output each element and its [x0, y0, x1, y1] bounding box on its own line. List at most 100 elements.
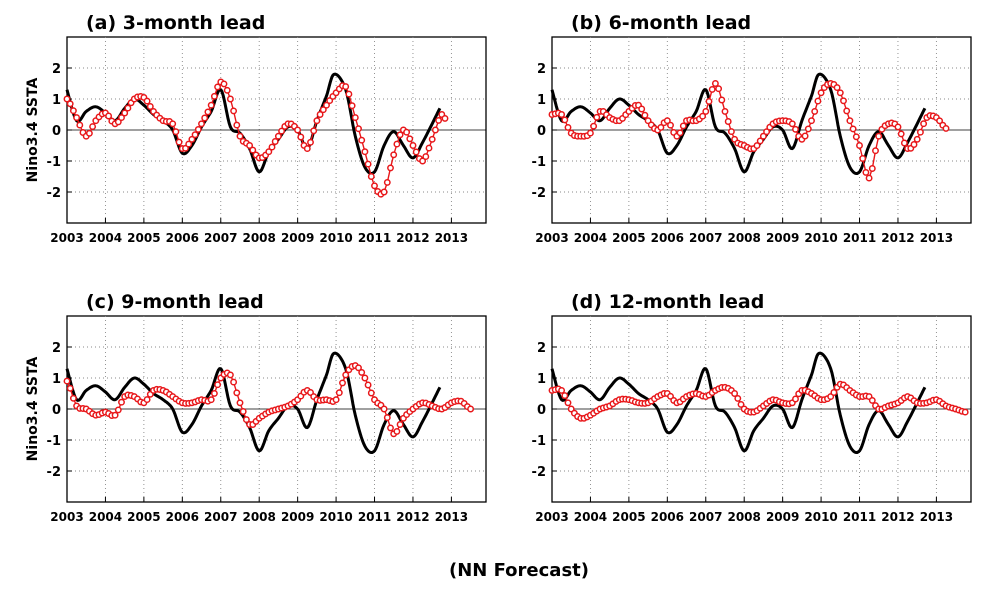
forecast-point	[721, 107, 729, 115]
forecast-point	[412, 148, 420, 156]
x-tick-label: 2006	[651, 231, 684, 245]
forecast-point	[718, 96, 726, 104]
forecast-point	[422, 153, 430, 161]
observed-series-line	[550, 72, 927, 175]
forecast-point	[561, 116, 569, 124]
forecast-point	[380, 405, 388, 413]
x-tick-label: 2009	[281, 510, 314, 524]
forecast-point	[364, 160, 372, 168]
panel-b: 2003 2004 2005 2006 2007 2008 2009 2010 2011 2012…	[532, 12, 972, 245]
forecast-point	[358, 136, 366, 144]
forecast-point	[859, 155, 867, 162]
x-tick-label: 2008	[242, 510, 275, 524]
x-tick-label: 2009	[281, 231, 314, 245]
forecast-point	[936, 117, 944, 125]
forecast-point	[840, 97, 847, 105]
forecast-point	[852, 133, 860, 141]
y-tick-label: -2	[532, 465, 546, 480]
forecast-point	[230, 378, 238, 386]
forecast-point	[307, 138, 314, 146]
x-tick-label: 2004	[89, 231, 122, 245]
forecast-point	[702, 107, 710, 115]
forecast-point	[676, 129, 684, 137]
forecast-point	[226, 371, 234, 379]
forecast-point	[387, 424, 394, 432]
panel-b-title: (b) 6-month lead	[571, 12, 751, 34]
forecast-point	[76, 121, 84, 129]
x-tick-label: 2013	[435, 510, 468, 524]
forecast-point	[920, 120, 928, 128]
forecast-point	[66, 384, 74, 392]
forecast-point	[226, 95, 234, 103]
forecast-point	[590, 122, 598, 130]
forecast-point	[371, 182, 378, 190]
forecast-series-line	[66, 364, 472, 435]
forecast-point	[763, 128, 771, 136]
forecast-point	[268, 143, 276, 151]
forecast-point	[801, 132, 809, 140]
forecast-point	[843, 107, 851, 115]
forecast-point	[204, 108, 212, 116]
forecast-point	[210, 389, 218, 397]
forecast-point	[342, 83, 350, 91]
panel-b-ticks: 2003 2004 2005 2006 2007 2008 2009 2010 2011 2012…	[532, 62, 954, 245]
forecast-point	[191, 131, 199, 139]
forecast-point	[169, 120, 177, 128]
forecast-point	[207, 101, 215, 109]
forecast-point	[69, 394, 77, 402]
forecast-point	[383, 178, 391, 186]
forecast-point	[265, 148, 273, 156]
x-tick-label: 2013	[920, 231, 953, 245]
forecast-point	[230, 107, 238, 115]
forecast-point	[332, 396, 340, 404]
y-tick-label: 1	[52, 93, 61, 108]
forecast-point	[667, 121, 674, 129]
forecast-point	[114, 118, 122, 126]
forecast-point	[558, 386, 566, 394]
forecast-point	[431, 126, 439, 134]
forecast-point	[961, 408, 969, 416]
forecast-point	[220, 80, 228, 88]
forecast-point	[69, 107, 77, 115]
forecast-point	[724, 118, 732, 125]
forecast-point	[303, 145, 311, 153]
forecast-point	[868, 396, 876, 404]
forecast-point	[233, 389, 241, 397]
forecast-point	[792, 125, 799, 133]
panel-c-ylabel: Nino3.4 SSTA	[25, 357, 41, 462]
forecast-point	[313, 117, 321, 125]
panel-c-ticks: 2003 2004 2005 2006 2007 2008 2009 2010 2011 2012…	[47, 341, 469, 524]
forecast-point	[210, 92, 218, 100]
panel-a: 2003 2004 2005 2006 2007 2008 2009 2010 2011 2012…	[25, 12, 487, 245]
panel-d: 2003 2004 2005 2006 2007 2008 2009 2010 2011 2012…	[532, 291, 972, 524]
forecast-point	[396, 421, 404, 428]
forecast-point	[233, 121, 241, 129]
y-tick-label: 1	[537, 93, 546, 108]
forecast-point	[355, 364, 362, 372]
x-tick-label: 2012	[396, 231, 429, 245]
forecast-point	[441, 114, 449, 122]
forecast-point	[808, 117, 815, 125]
forecast-point	[862, 168, 870, 176]
forecast-point	[185, 140, 193, 148]
forecast-point	[868, 165, 876, 172]
y-tick-label: -2	[532, 186, 546, 201]
panel-a-series	[63, 72, 449, 198]
y-tick-label: 1	[52, 372, 61, 387]
forecast-point	[435, 116, 443, 124]
x-tick-label: 2012	[881, 231, 914, 245]
forecast-point	[406, 135, 414, 143]
forecast-point	[223, 86, 231, 94]
x-tick-label: 2003	[50, 231, 83, 245]
panel-d-series	[548, 351, 969, 454]
forecast-point	[409, 142, 417, 149]
forecast-point	[323, 101, 330, 109]
panel-c: 2003 2004 2005 2006 2007 2008 2009 2010 2011 2012…	[25, 291, 487, 524]
forecast-point	[916, 128, 924, 136]
forecast-point	[830, 389, 838, 396]
forecast-point	[63, 377, 71, 385]
forecast-point	[865, 174, 873, 182]
forecast-point	[124, 104, 132, 112]
forecast-point	[817, 89, 825, 97]
forecast-point	[872, 147, 879, 155]
